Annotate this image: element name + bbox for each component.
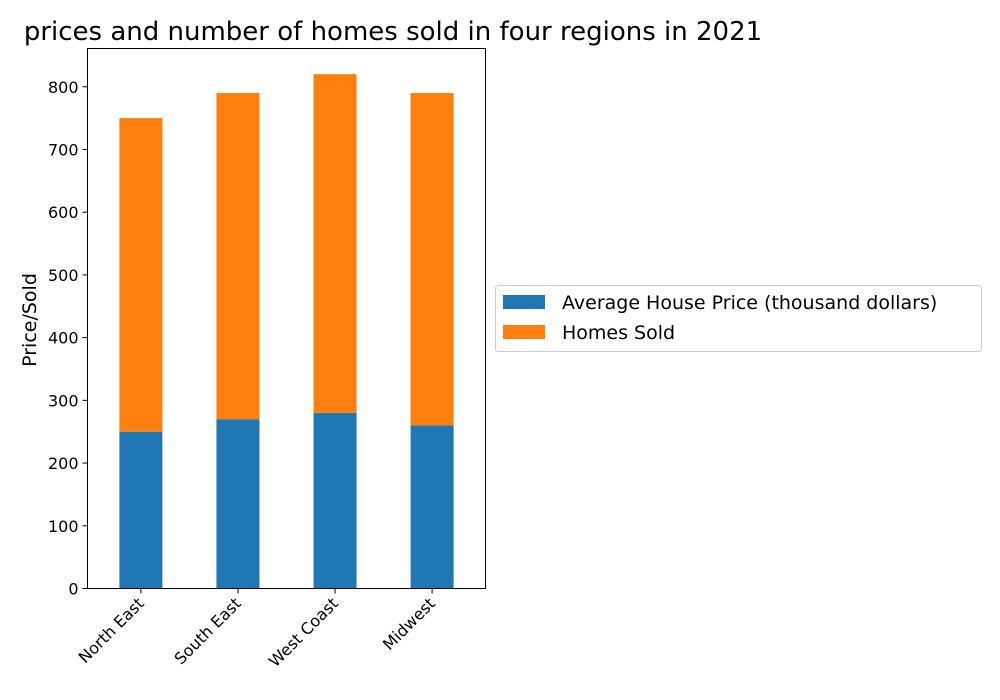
y-tick-label: 100 [48,517,79,536]
y-axis-label: Price/Sold [19,273,41,367]
y-tick-label: 0 [68,580,78,599]
y-tick-label: 500 [48,266,79,285]
x-tick-label-midwest: Midwest [379,594,439,654]
bar-sold-west-coast [313,74,357,413]
bar-sold-north-east [119,118,163,432]
legend-swatch-price [503,295,545,309]
x-tick-label-south-east: South East [170,594,244,668]
bar-sold-midwest [410,93,454,426]
legend: Average House Price (thousand dollars) Ho… [495,285,982,352]
y-tick-label: 400 [48,329,79,348]
y-tick-label: 700 [48,140,79,159]
chart-title: prices and number of homes sold in four … [24,17,762,47]
y-axis: 0 100 200 300 400 500 600 700 800 [48,78,88,599]
plot-area-frame [87,48,486,589]
bar-sold-south-east [216,93,260,420]
legend-label-price: Average House Price (thousand dollars) [562,292,937,314]
y-tick-label: 200 [48,454,79,473]
x-tick-label-north-east: North East [75,594,148,667]
legend-label-sold: Homes Sold [562,322,675,344]
legend-frame [495,285,982,352]
bar-price-south-east [216,419,260,589]
y-tick-label: 800 [48,78,79,97]
x-tick-label-west-coast: West Coast [265,594,342,671]
bar-group [119,74,454,589]
y-tick-label: 300 [48,391,79,410]
bar-price-north-east [119,431,163,589]
y-tick-label: 600 [48,203,79,222]
bar-price-west-coast [313,412,357,589]
bar-price-midwest [410,425,454,589]
x-axis: North East South East West Coast Midwest [75,588,439,671]
legend-swatch-sold [503,325,545,339]
